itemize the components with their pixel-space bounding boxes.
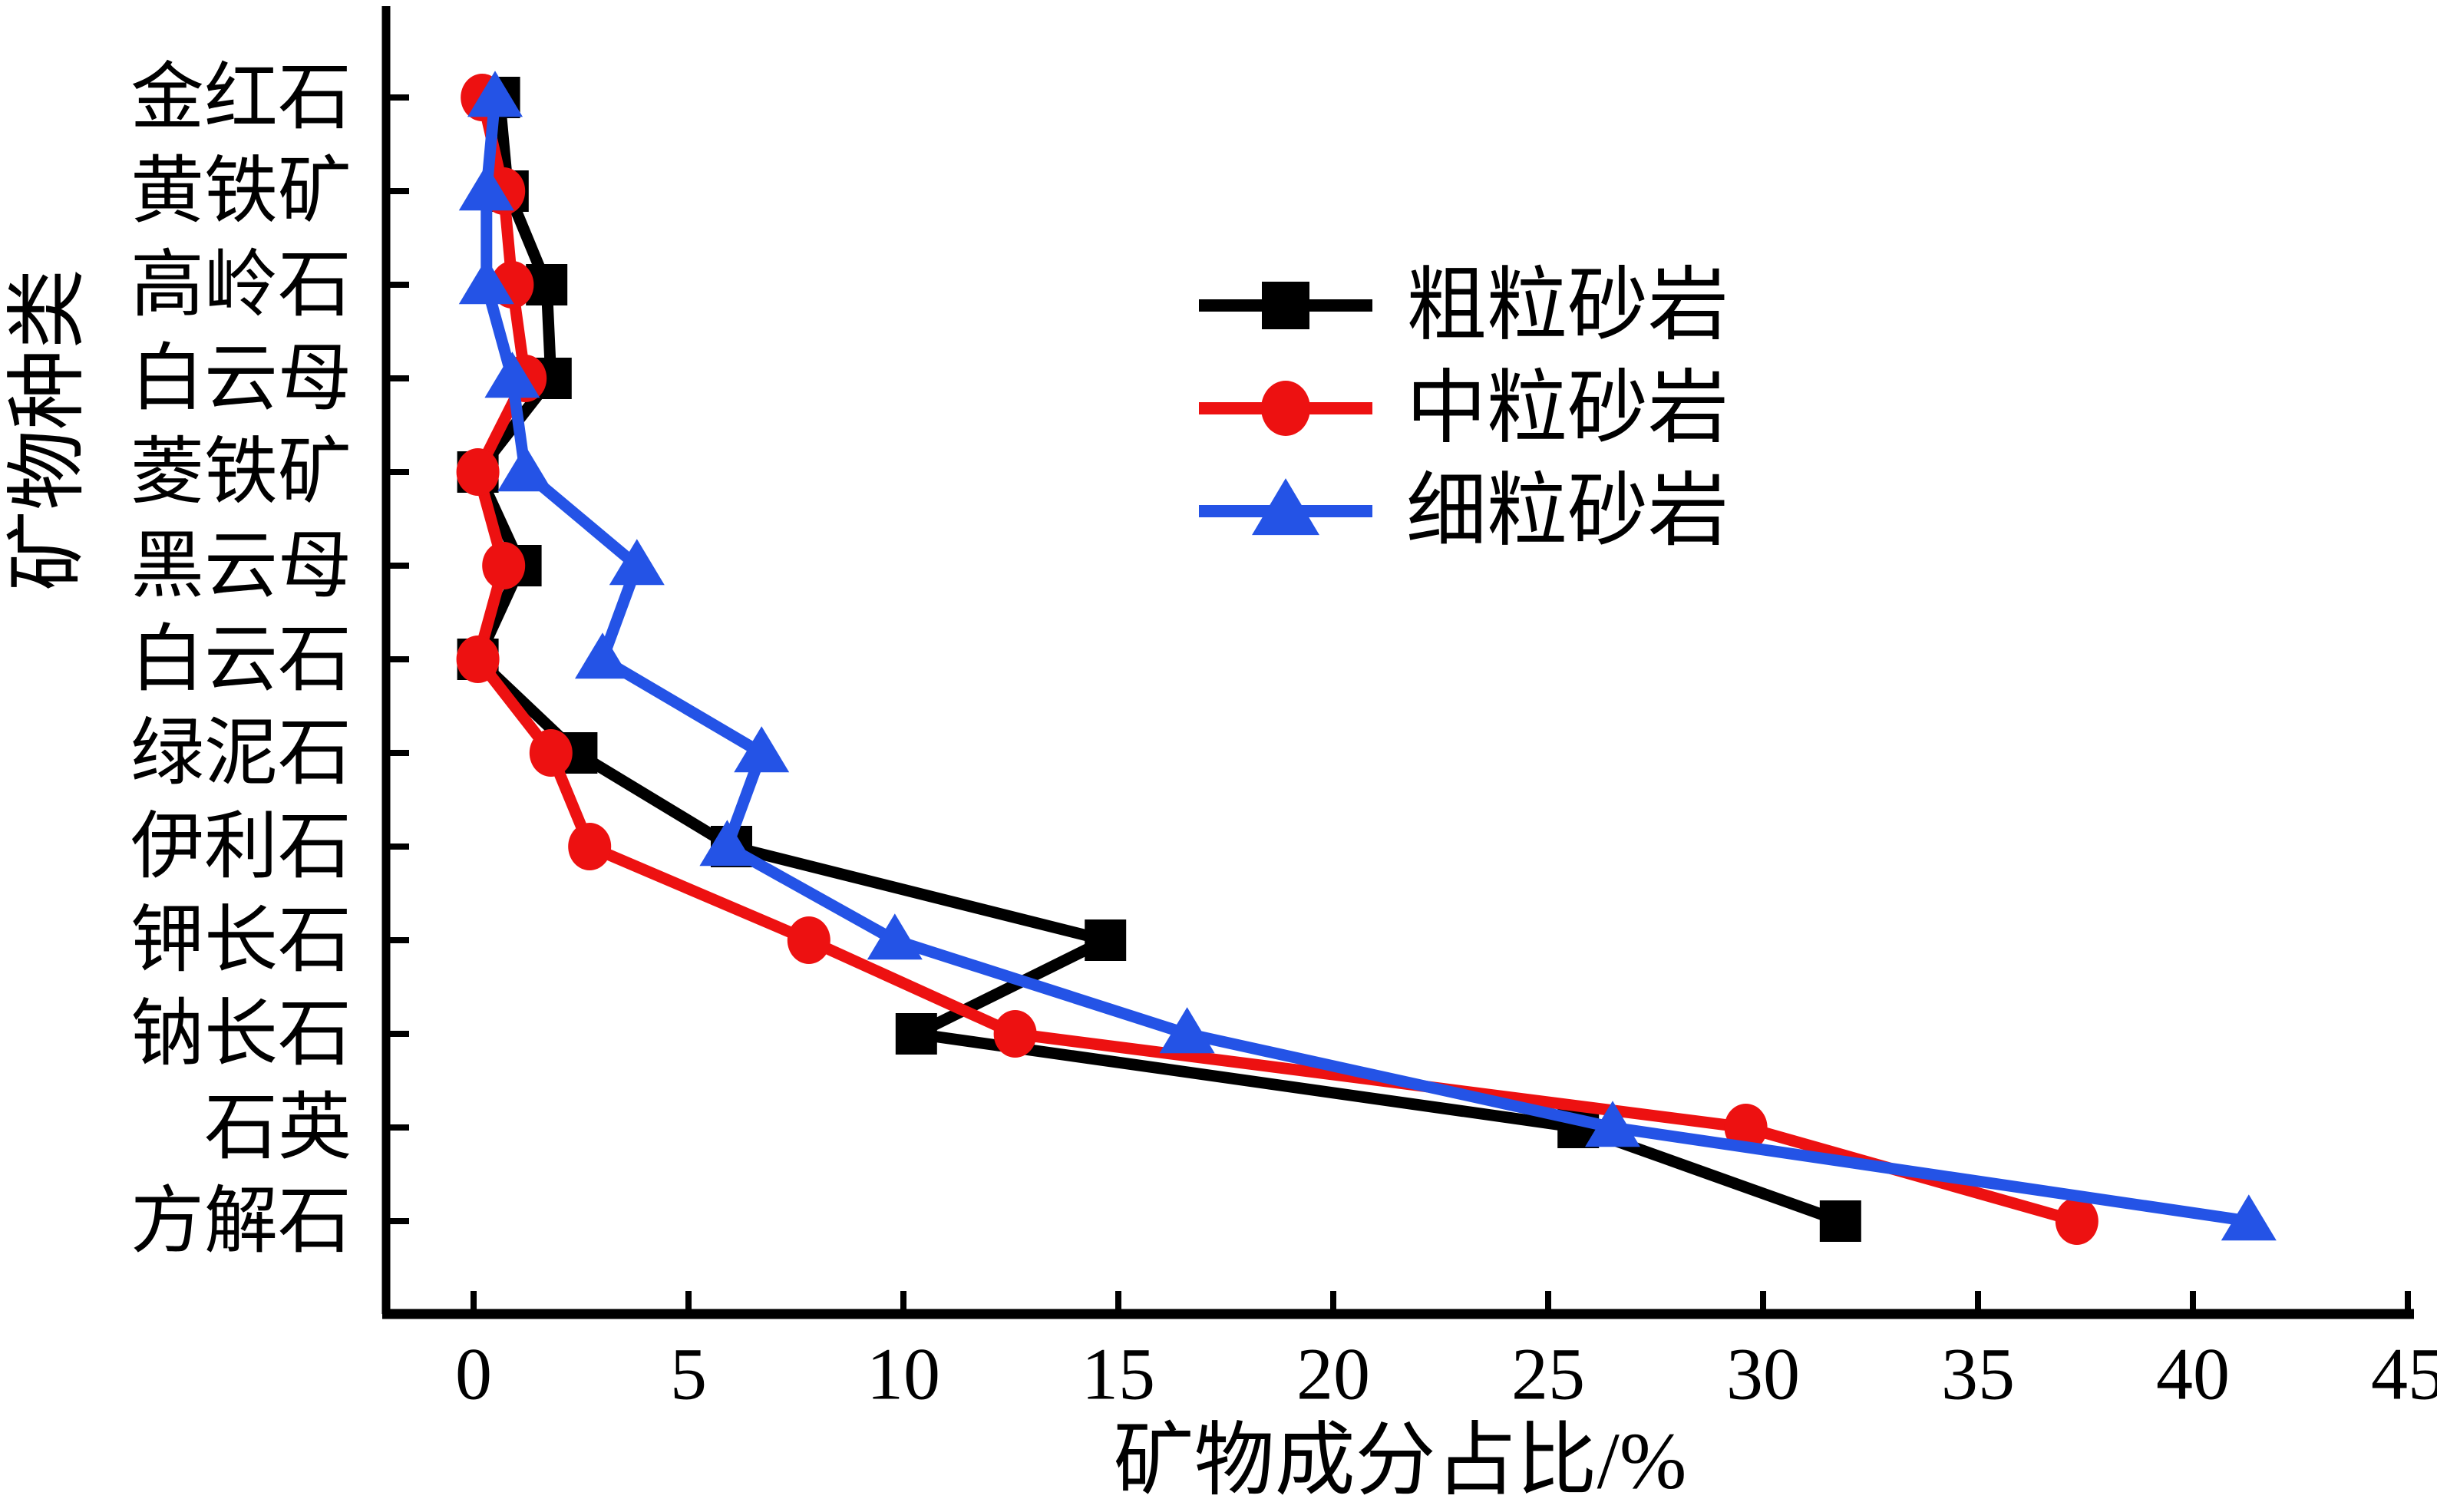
y-category-label: 黄铁矿 <box>130 150 352 233</box>
data-point-marker <box>895 1013 937 1055</box>
y-axis-title: 矿物种类 <box>3 269 93 591</box>
data-point-marker <box>2221 1194 2277 1241</box>
data-point-marker <box>458 164 514 211</box>
x-tick-label: 40 <box>2156 1333 2230 1415</box>
y-category-label: 高岭石 <box>130 244 352 326</box>
x-tick-label: 35 <box>1941 1333 2015 1415</box>
x-tick-label: 25 <box>1511 1333 1585 1415</box>
legend-item-coarse-sandstone: 粗粒砂岩 <box>1199 261 1729 351</box>
data-point-marker <box>867 913 923 960</box>
y-category-label: 金红石 <box>130 57 352 139</box>
legend-marker-triangle <box>1252 478 1319 536</box>
legend-marker-circle <box>1261 381 1310 436</box>
legend-marker-square <box>1262 282 1309 329</box>
data-point-marker <box>575 632 630 679</box>
x-tick-label: 20 <box>1296 1333 1370 1415</box>
y-category-label: 伊利石 <box>130 806 352 888</box>
y-category-label: 钾长石 <box>130 900 352 982</box>
x-tick-label: 10 <box>867 1333 940 1415</box>
data-point-marker <box>467 71 523 117</box>
y-category-label: 白云母 <box>130 338 352 420</box>
x-tick-label: 5 <box>670 1333 707 1415</box>
data-point-marker <box>1724 1104 1768 1151</box>
y-category-label: 黑云母 <box>130 525 352 607</box>
y-category-label: 钠长石 <box>130 993 352 1075</box>
data-point-marker <box>1819 1200 1861 1242</box>
data-point-marker <box>482 542 526 589</box>
x-axis-title: 矿物成分占比/% <box>1114 1416 1687 1506</box>
data-point-marker <box>609 539 665 586</box>
data-point-marker <box>497 445 553 492</box>
data-point-marker <box>484 352 540 398</box>
data-point-marker <box>2055 1197 2099 1245</box>
y-category-label: 白云石 <box>130 619 352 701</box>
x-tick-label: 15 <box>1081 1333 1155 1415</box>
series-coarse-sandstone <box>457 77 1861 1242</box>
data-point-marker <box>1585 1101 1640 1147</box>
legend-label: 细粒砂岩 <box>1406 467 1729 556</box>
data-point-marker <box>529 729 573 777</box>
data-point-marker <box>456 448 500 496</box>
series-medium-sandstone <box>456 74 2099 1245</box>
x-tick-label: 30 <box>1726 1333 1800 1415</box>
legend-item-medium-sandstone: 中粒砂岩 <box>1199 364 1729 454</box>
data-point-marker <box>734 726 790 773</box>
data-point-marker <box>568 823 612 870</box>
y-category-label: 绿泥石 <box>130 712 352 794</box>
legend-label: 粗粒砂岩 <box>1406 261 1729 351</box>
y-category-label: 石英 <box>204 1087 352 1169</box>
y-category-label: 方解石 <box>130 1180 352 1263</box>
data-point-marker <box>458 258 514 305</box>
data-point-marker <box>699 820 755 867</box>
x-tick-label: 0 <box>455 1333 492 1415</box>
series-line-fine-sandstone <box>480 97 2250 1227</box>
data-point-marker <box>1085 919 1127 961</box>
legend-item-fine-sandstone: 细粒砂岩 <box>1199 467 1729 556</box>
data-point-marker <box>456 636 500 683</box>
legend-label: 中粒砂岩 <box>1406 364 1729 454</box>
data-point-marker <box>787 916 830 964</box>
x-tick-label: 45 <box>2371 1333 2437 1415</box>
y-category-label: 菱铁矿 <box>130 431 352 513</box>
data-point-marker <box>1159 1007 1215 1054</box>
series-fine-sandstone <box>458 71 2277 1241</box>
data-point-marker <box>993 1010 1037 1058</box>
